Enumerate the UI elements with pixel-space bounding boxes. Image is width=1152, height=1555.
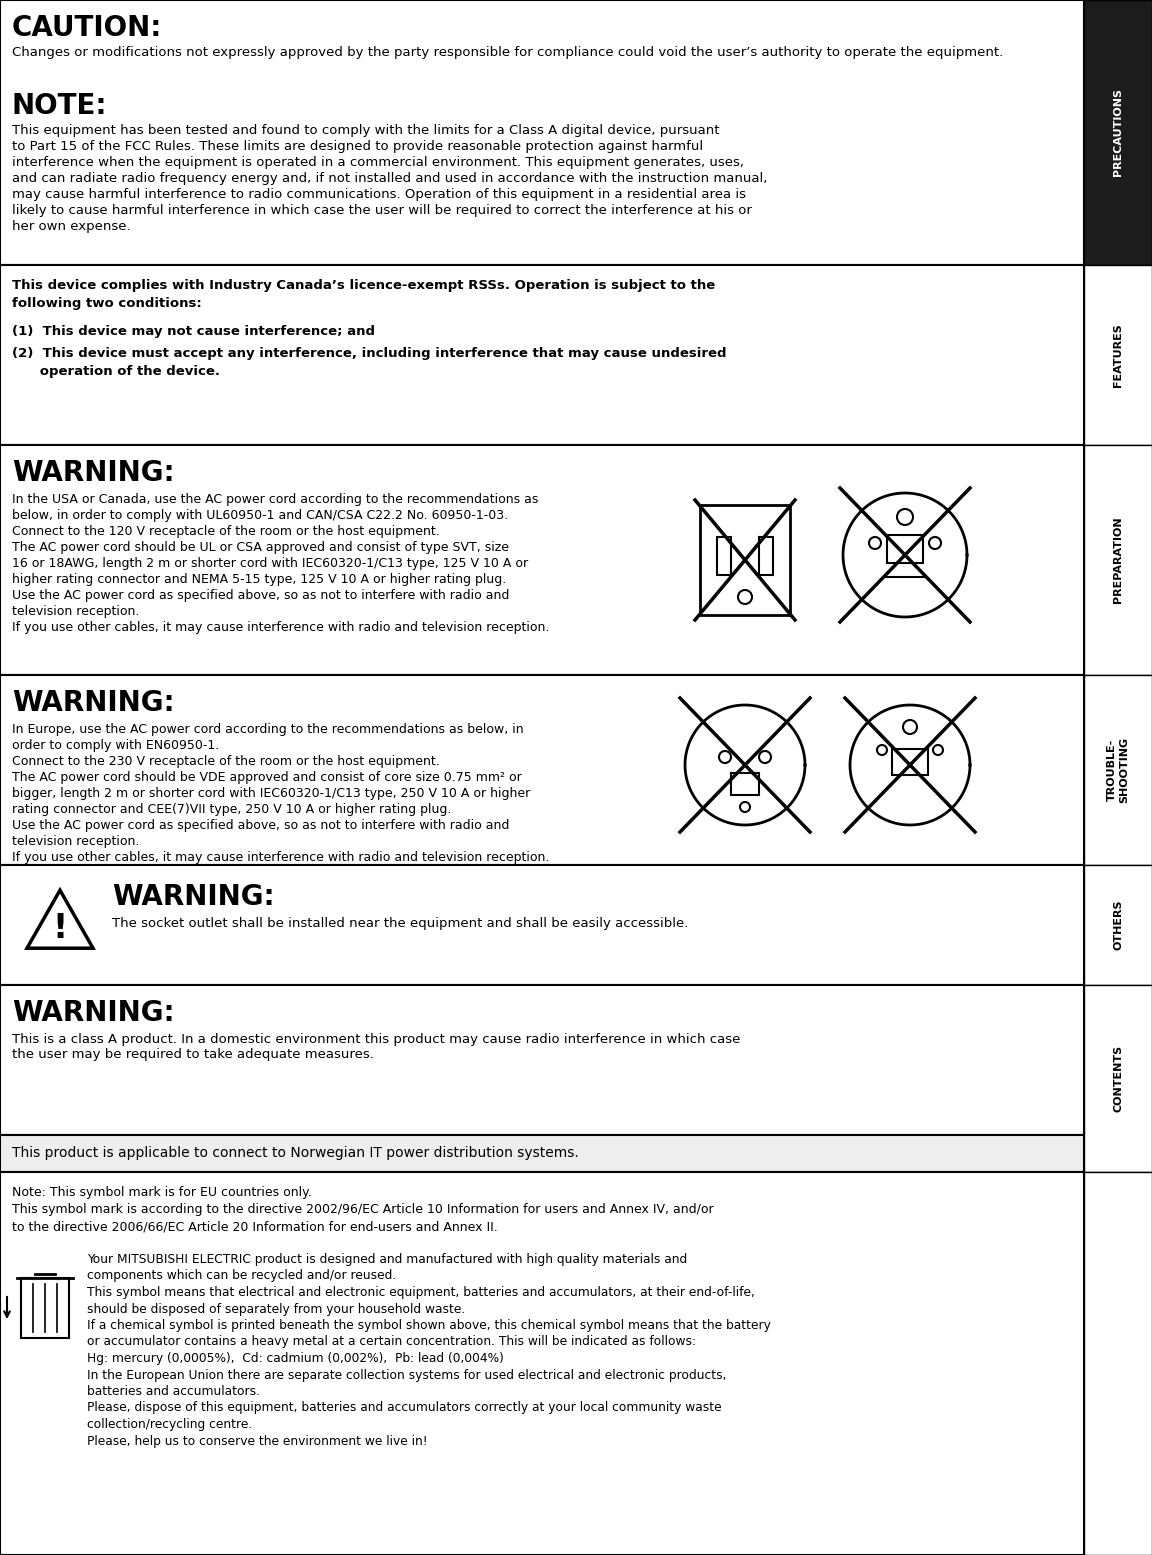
Bar xyxy=(0,445,1084,675)
Bar xyxy=(1084,865,1152,984)
Bar xyxy=(0,984,1084,1135)
Circle shape xyxy=(929,536,941,549)
Bar xyxy=(732,773,759,795)
Text: operation of the device.: operation of the device. xyxy=(12,365,220,378)
Text: PREPARATION: PREPARATION xyxy=(1113,516,1123,603)
Text: CAUTION:: CAUTION: xyxy=(12,14,162,42)
Bar xyxy=(1084,675,1152,865)
Text: CONTENTS: CONTENTS xyxy=(1113,1045,1123,1112)
Polygon shape xyxy=(26,889,93,949)
Text: This symbol mark is according to the directive 2002/96/EC Article 10 Information: This symbol mark is according to the dir… xyxy=(12,1204,713,1216)
Text: This device complies with Industry Canada’s licence-exempt RSSs. Operation is su: This device complies with Industry Canad… xyxy=(12,278,715,292)
Text: WARNING:: WARNING: xyxy=(12,998,175,1026)
Text: In Europe, use the AC power cord according to the recommendations as below, in
o: In Europe, use the AC power cord accordi… xyxy=(12,723,550,865)
Circle shape xyxy=(759,751,771,764)
Circle shape xyxy=(933,745,943,756)
Bar xyxy=(0,865,1084,984)
Text: PRECAUTIONS: PRECAUTIONS xyxy=(1113,89,1123,177)
Text: Note: This symbol mark is for EU countries only.: Note: This symbol mark is for EU countri… xyxy=(12,1186,312,1199)
Circle shape xyxy=(877,745,887,756)
Text: In the USA or Canada, use the AC power cord according to the recommendations as
: In the USA or Canada, use the AC power c… xyxy=(12,493,550,634)
Text: The socket outlet shall be installed near the equipment and shall be easily acce: The socket outlet shall be installed nea… xyxy=(112,917,689,930)
Text: NOTE:: NOTE: xyxy=(12,92,107,120)
Text: to the directive 2006/66/EC Article 20 Information for end-users and Annex II.: to the directive 2006/66/EC Article 20 I… xyxy=(12,1221,498,1233)
Text: This product is applicable to connect to Norwegian IT power distribution systems: This product is applicable to connect to… xyxy=(12,1146,578,1160)
Bar xyxy=(0,1172,1084,1555)
Circle shape xyxy=(903,720,917,734)
Bar xyxy=(1084,445,1152,675)
Text: This equipment has been tested and found to comply with the limits for a Class A: This equipment has been tested and found… xyxy=(12,124,767,233)
Bar xyxy=(717,536,732,575)
Bar xyxy=(1084,0,1152,264)
Text: WARNING:: WARNING: xyxy=(12,459,175,487)
Text: !: ! xyxy=(53,913,68,945)
Bar xyxy=(759,536,773,575)
Text: FEATURES: FEATURES xyxy=(1113,323,1123,387)
Circle shape xyxy=(897,508,914,526)
Text: OTHERS: OTHERS xyxy=(1113,900,1123,950)
Bar xyxy=(892,750,929,774)
Bar xyxy=(887,535,923,563)
Text: Changes or modifications not expressly approved by the party responsible for com: Changes or modifications not expressly a… xyxy=(12,47,1003,59)
Bar xyxy=(0,675,1084,865)
Bar xyxy=(0,0,1084,264)
Text: TROUBLE-
SHOOTING: TROUBLE- SHOOTING xyxy=(1107,737,1129,802)
Circle shape xyxy=(719,751,732,764)
Circle shape xyxy=(869,536,881,549)
Text: WARNING:: WARNING: xyxy=(112,883,274,911)
Bar xyxy=(1084,264,1152,445)
Bar xyxy=(700,505,790,614)
Bar xyxy=(0,1135,1084,1172)
Text: Your MITSUBISHI ELECTRIC product is designed and manufactured with high quality : Your MITSUBISHI ELECTRIC product is desi… xyxy=(88,1253,771,1448)
Bar xyxy=(1084,984,1152,1172)
Bar xyxy=(1084,1172,1152,1555)
Text: This is a class A product. In a domestic environment this product may cause radi: This is a class A product. In a domestic… xyxy=(12,1033,741,1061)
Text: (1)  This device may not cause interference; and: (1) This device may not cause interferen… xyxy=(12,325,376,337)
Text: WARNING:: WARNING: xyxy=(12,689,175,717)
Text: (2)  This device must accept any interference, including interference that may c: (2) This device must accept any interfer… xyxy=(12,347,727,361)
Circle shape xyxy=(738,589,752,603)
Circle shape xyxy=(740,802,750,812)
Bar xyxy=(21,1278,69,1337)
Text: following two conditions:: following two conditions: xyxy=(12,297,202,309)
Bar xyxy=(0,264,1084,445)
